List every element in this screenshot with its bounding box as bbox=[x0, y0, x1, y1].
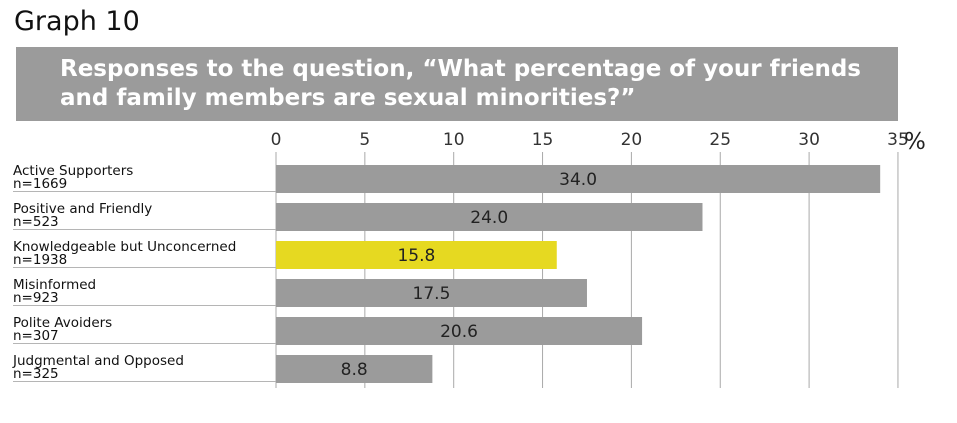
bar-value-label: 34.0 bbox=[559, 170, 597, 190]
category-n-label: n=1669 bbox=[13, 176, 67, 192]
category-n-label: n=1938 bbox=[13, 252, 67, 268]
category-n-label: n=923 bbox=[13, 290, 59, 306]
category-n-label: n=307 bbox=[13, 328, 59, 344]
x-tick-label: 0 bbox=[271, 130, 282, 150]
x-tick-label: 30 bbox=[798, 130, 820, 150]
x-tick-label: 35 bbox=[887, 130, 909, 150]
bar bbox=[276, 317, 643, 345]
category-label: Knowledgeable but Unconcerned bbox=[13, 239, 236, 255]
x-tick-label: 5 bbox=[359, 130, 370, 150]
category-label: Active Supporters bbox=[13, 163, 133, 179]
category-n-label: n=325 bbox=[13, 366, 59, 382]
category-n-label: n=523 bbox=[13, 214, 59, 230]
bar bbox=[276, 241, 557, 269]
bar-value-label: 24.0 bbox=[470, 208, 508, 228]
category-label: Positive and Friendly bbox=[13, 201, 152, 217]
bar-value-label: 8.8 bbox=[341, 360, 368, 380]
bar-value-label: 17.5 bbox=[413, 284, 451, 304]
chart-title-line-2: and family members are sexual minorities… bbox=[60, 85, 636, 111]
x-tick-label: 25 bbox=[709, 130, 731, 150]
graph-label: Graph 10 bbox=[14, 6, 140, 37]
bar bbox=[276, 279, 587, 307]
category-label: Misinformed bbox=[13, 277, 96, 293]
chart-title: Responses to the question, “What percent… bbox=[60, 55, 890, 113]
title-band: Responses to the question, “What percent… bbox=[16, 47, 898, 121]
unit-label: % bbox=[904, 129, 926, 155]
x-tick-label: 15 bbox=[532, 130, 554, 150]
bar bbox=[276, 165, 881, 193]
bar-value-label: 15.8 bbox=[397, 246, 435, 266]
x-tick-label: 10 bbox=[443, 130, 465, 150]
category-label: Judgmental and Opposed bbox=[12, 353, 184, 369]
chart-title-line-1: Responses to the question, “What percent… bbox=[60, 56, 862, 82]
bar-value-label: 20.6 bbox=[440, 322, 478, 342]
x-tick-label: 20 bbox=[621, 130, 643, 150]
bar bbox=[276, 355, 433, 383]
category-label: Polite Avoiders bbox=[13, 315, 112, 331]
bar bbox=[276, 203, 703, 231]
